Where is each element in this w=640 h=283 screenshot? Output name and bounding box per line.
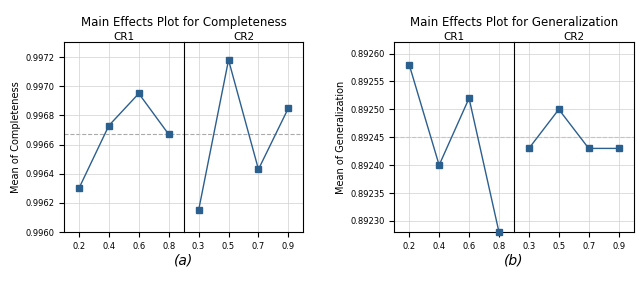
Title: CR2: CR2 — [563, 32, 584, 42]
Text: Main Effects Plot for Completeness: Main Effects Plot for Completeness — [81, 16, 287, 29]
Text: Main Effects Plot for Generalization: Main Effects Plot for Generalization — [410, 16, 618, 29]
Y-axis label: Mean of Completeness: Mean of Completeness — [11, 82, 21, 193]
Title: CR1: CR1 — [113, 32, 134, 42]
Text: (a): (a) — [174, 253, 193, 267]
Title: CR1: CR1 — [444, 32, 465, 42]
Title: CR2: CR2 — [233, 32, 254, 42]
Y-axis label: Mean of Generalization: Mean of Generalization — [336, 81, 346, 194]
Text: (b): (b) — [504, 253, 524, 267]
